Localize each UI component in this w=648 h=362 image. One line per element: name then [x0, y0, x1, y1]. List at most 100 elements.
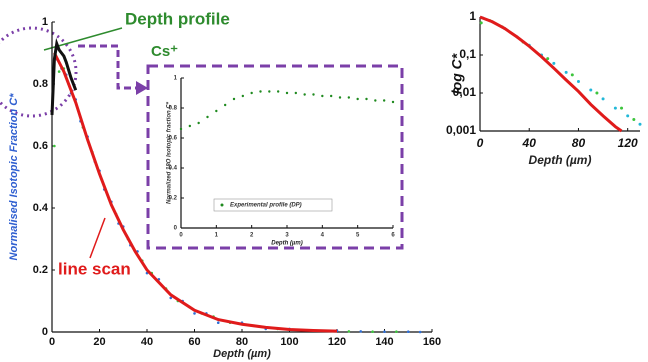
data-point	[169, 296, 173, 300]
data-point	[564, 70, 568, 74]
data-point	[206, 115, 209, 119]
y-tick-label: 1	[42, 16, 48, 28]
x-tick-label: 0	[49, 336, 55, 348]
y-tick-label: 0.8	[169, 106, 178, 112]
data-point	[223, 103, 227, 107]
data-point	[552, 61, 556, 65]
data-point	[312, 93, 315, 96]
legend-label: Experimental profile (DP)	[230, 203, 302, 209]
data-point	[570, 73, 574, 77]
connector	[78, 44, 138, 90]
y-tick-label: 0	[174, 226, 178, 232]
data-point	[620, 106, 624, 110]
data-point	[395, 330, 398, 333]
annotation: line scan	[58, 259, 131, 278]
data-point	[382, 99, 386, 102]
y-tick-label: 0.6	[33, 140, 48, 152]
data-point	[371, 330, 374, 333]
data-point	[321, 94, 324, 98]
data-point	[57, 70, 61, 73]
x-tick-label: 120	[618, 136, 638, 150]
x-tick-label: 3	[285, 233, 289, 239]
data-point	[391, 100, 395, 104]
data-point	[179, 127, 183, 131]
data-point	[285, 91, 289, 95]
x-tick-label: 5	[356, 233, 360, 239]
data-point	[406, 330, 410, 333]
data-point	[329, 94, 333, 98]
data-point	[632, 118, 636, 122]
data-point	[241, 94, 245, 98]
inset-title: Cs⁺	[151, 43, 178, 60]
data-point	[601, 97, 605, 101]
data-point	[347, 330, 351, 333]
y-tick-label: 0	[42, 326, 48, 338]
data-point	[232, 97, 236, 101]
x-tick-label: 40	[522, 136, 537, 150]
y-axis-label: log C*	[449, 53, 465, 94]
inset-frame	[146, 64, 404, 250]
data-point	[215, 109, 218, 113]
y-tick-label: 0,1	[459, 47, 476, 61]
data-point	[188, 124, 192, 128]
y-tick-label: 1	[174, 76, 178, 82]
data-point	[359, 330, 363, 333]
y-axis-label: Normalised Isotopic Fraction C*	[8, 93, 20, 261]
x-tick-label: 100	[280, 336, 298, 348]
x-tick-label: 60	[188, 336, 200, 348]
y-axis-label: Normalized 18O Isotopic fraction C*	[167, 101, 173, 204]
y-tick-label: 0.2	[169, 196, 178, 202]
data-point	[268, 90, 271, 93]
data-point	[383, 330, 386, 333]
y-tick-label: 1	[469, 9, 476, 23]
series-line	[50, 37, 78, 116]
x-tick-label: 6	[391, 233, 395, 239]
x-tick-label: 2	[250, 233, 254, 239]
data-point	[193, 312, 196, 315]
data-point	[216, 321, 220, 325]
data-point	[347, 96, 351, 99]
data-point	[276, 90, 280, 93]
x-tick-label: 0	[179, 233, 183, 239]
x-tick-label: 0	[477, 136, 484, 150]
series-line	[53, 52, 338, 333]
x-axis-label: Depth (µm)	[213, 348, 271, 360]
data-point	[589, 88, 593, 92]
data-point	[479, 21, 483, 25]
data-point	[546, 57, 550, 61]
y-tick-label: 0.4	[33, 202, 49, 214]
legend-swatch	[220, 203, 224, 207]
data-point	[365, 97, 368, 101]
y-tick-label: 0.2	[33, 264, 48, 276]
data-point	[197, 121, 200, 125]
y-tick-label: 0.6	[169, 136, 178, 142]
legend-box	[213, 198, 333, 212]
x-tick-label: 140	[375, 336, 393, 348]
data-point	[53, 144, 56, 148]
annotation-arrow	[89, 217, 106, 259]
annotation: Depth profile	[125, 9, 230, 28]
data-point	[638, 122, 642, 126]
data-point	[250, 91, 253, 95]
series-line	[479, 15, 623, 133]
highlight-circle	[0, 26, 78, 118]
x-tick-label: 80	[236, 336, 248, 348]
x-tick-label: 4	[321, 233, 325, 239]
y-tick-label: 0,01	[453, 85, 477, 99]
data-point	[418, 330, 422, 334]
x-tick-label: 160	[423, 336, 441, 348]
x-tick-label: 1	[215, 233, 219, 239]
data-point	[613, 106, 617, 110]
data-point	[374, 99, 377, 102]
x-tick-label: 80	[572, 136, 586, 150]
y-tick-label: 0.4	[169, 166, 178, 172]
y-tick-label: 0.8	[33, 78, 48, 90]
data-point	[595, 91, 599, 95]
data-point	[303, 93, 306, 96]
data-point	[259, 90, 262, 93]
connector-arrow	[136, 81, 148, 95]
x-tick-label: 20	[93, 336, 105, 348]
x-tick-label: 40	[141, 336, 153, 348]
